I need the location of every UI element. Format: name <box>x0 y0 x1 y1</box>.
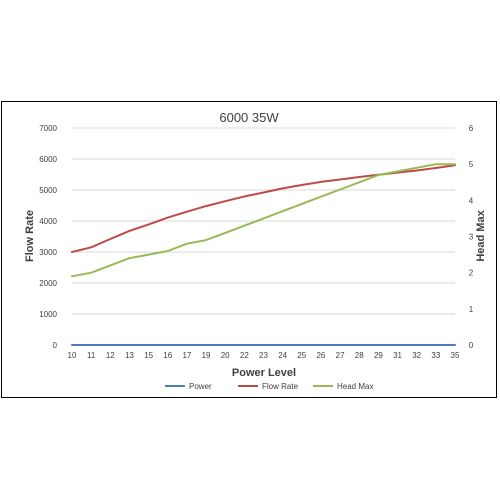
x-axis-ticks: 10 11 12 13 15 16 17 19 20 22 23 24 25 26 27 28 29 31 32 33… <box>68 351 460 360</box>
y2-tick-label: 3 <box>469 233 474 242</box>
y-tick-label: 7000 <box>39 124 57 133</box>
x-tick-label: 10 <box>68 351 77 360</box>
x-tick-label: 11 <box>87 351 96 360</box>
x-tick-label: 13 <box>125 351 134 360</box>
x-tick-label: 23 <box>259 351 268 360</box>
y2-tick-label: 4 <box>469 196 474 205</box>
chart-frame: 6000 35W 0 1000 2000 3000 4000 5000 6000 7000 0… <box>1 101 497 398</box>
x-tick-label: 16 <box>163 351 172 360</box>
x-tick-label: 29 <box>374 351 383 360</box>
y-tick-label: 1000 <box>39 310 57 319</box>
legend-label-head-max: Head Max <box>337 382 373 391</box>
chart-svg: 6000 35W 0 1000 2000 3000 4000 5000 6000 7000 0… <box>24 110 487 391</box>
x-tick-label: 26 <box>316 351 325 360</box>
x-axis-title: Power Level <box>232 367 296 379</box>
y2-tick-label: 1 <box>469 305 474 314</box>
legend: Power Flow Rate Head Max <box>165 382 373 391</box>
x-tick-label: 25 <box>297 351 306 360</box>
x-tick-label: 32 <box>412 351 421 360</box>
series-layer <box>71 163 456 346</box>
y-tick-label: 6000 <box>39 155 57 164</box>
x-tick-label: 28 <box>355 351 364 360</box>
y2-axis-ticks: 0 1 2 3 4 5 6 <box>469 124 474 350</box>
x-tick-label: 24 <box>278 351 287 360</box>
x-tick-label: 35 <box>451 351 460 360</box>
series-line-flow-rate <box>71 164 456 253</box>
gridlines <box>72 127 455 346</box>
y2-tick-label: 6 <box>469 124 474 133</box>
y-tick-label: 2000 <box>39 279 57 288</box>
y2-axis-title: Head Max <box>475 209 487 261</box>
x-tick-label: 20 <box>221 351 230 360</box>
y2-tick-label: 2 <box>469 269 474 278</box>
y-tick-label: 5000 <box>39 186 57 195</box>
x-tick-label: 31 <box>393 351 402 360</box>
x-tick-label: 12 <box>106 351 115 360</box>
chart-title: 6000 35W <box>219 110 279 125</box>
legend-label-flow-rate: Flow Rate <box>262 382 299 391</box>
x-tick-label: 22 <box>240 351 249 360</box>
x-tick-label: 33 <box>431 351 440 360</box>
y2-tick-label: 5 <box>469 160 474 169</box>
y-axis-ticks: 0 1000 2000 3000 4000 5000 6000 7000 <box>39 124 57 350</box>
y2-tick-label: 0 <box>469 341 474 350</box>
x-tick-label: 17 <box>182 351 191 360</box>
x-tick-label: 27 <box>336 351 345 360</box>
y-axis-title: Flow Rate <box>24 210 36 262</box>
x-tick-label: 15 <box>144 351 153 360</box>
y-tick-label: 4000 <box>39 217 57 226</box>
y-tick-label: 3000 <box>39 248 57 257</box>
legend-label-power: Power <box>189 382 212 391</box>
x-tick-label: 19 <box>202 351 211 360</box>
series-line-head-max <box>71 163 456 278</box>
y-tick-label: 0 <box>53 341 58 350</box>
